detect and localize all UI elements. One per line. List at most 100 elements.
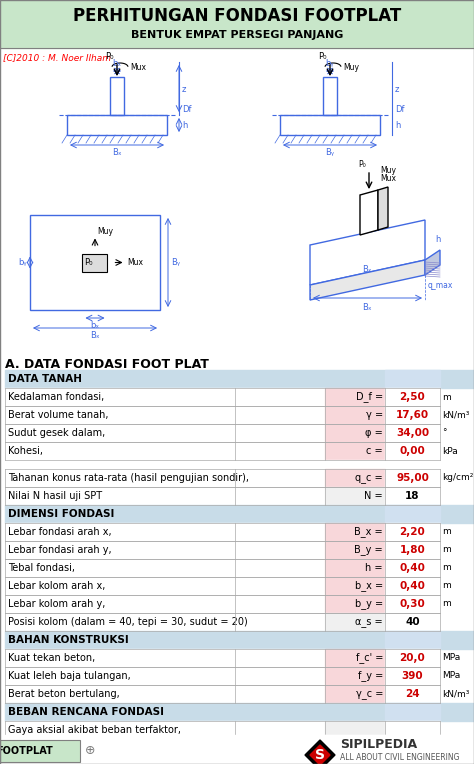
Bar xyxy=(325,523,385,541)
Text: B_y =: B_y = xyxy=(355,545,383,555)
Bar xyxy=(325,469,385,487)
Text: Berat beton bertulang,: Berat beton bertulang, xyxy=(8,689,120,699)
Text: Kuat leleh baja tulangan,: Kuat leleh baja tulangan, xyxy=(8,671,131,681)
Text: bₓ: bₓ xyxy=(112,59,121,68)
Bar xyxy=(280,115,380,135)
Bar xyxy=(5,505,474,523)
Text: Lebar kolom arah x,: Lebar kolom arah x, xyxy=(8,581,105,591)
Text: DATA TANAH: DATA TANAH xyxy=(8,374,82,384)
Text: α_s =: α_s = xyxy=(356,617,383,627)
Bar xyxy=(82,254,108,271)
Bar xyxy=(5,577,325,595)
Text: m: m xyxy=(442,393,451,402)
Bar xyxy=(385,649,440,667)
Text: b_y =: b_y = xyxy=(355,598,383,610)
Text: Bₓ: Bₓ xyxy=(90,331,100,340)
Text: Lebar fondasi arah x,: Lebar fondasi arah x, xyxy=(8,527,111,537)
Text: [C]2010 : M. Noer Ilham: [C]2010 : M. Noer Ilham xyxy=(3,53,111,63)
Text: Mux: Mux xyxy=(380,174,396,183)
Text: Bᵧ: Bᵧ xyxy=(171,258,180,267)
Bar xyxy=(0,735,237,764)
Text: bₓ: bₓ xyxy=(91,321,100,330)
Bar xyxy=(325,685,385,703)
Bar xyxy=(325,541,385,559)
Bar xyxy=(385,667,440,685)
Text: A. DATA FONDASI FOOT PLAT: A. DATA FONDASI FOOT PLAT xyxy=(5,358,209,371)
Text: °: ° xyxy=(442,429,447,438)
Bar xyxy=(325,406,385,424)
Bar xyxy=(385,577,440,595)
Bar xyxy=(385,523,440,541)
Bar xyxy=(237,735,474,764)
Bar xyxy=(325,667,385,685)
Text: γ =: γ = xyxy=(366,410,383,420)
Text: h: h xyxy=(395,121,401,130)
Text: h: h xyxy=(182,121,187,130)
Text: Bₓ: Bₓ xyxy=(362,303,372,312)
Bar xyxy=(5,370,474,388)
Bar xyxy=(385,595,440,613)
Polygon shape xyxy=(378,187,388,230)
Text: 95,00: 95,00 xyxy=(396,473,429,483)
Bar xyxy=(325,577,385,595)
Text: γ_c =: γ_c = xyxy=(356,689,383,699)
Text: Berat volume tanah,: Berat volume tanah, xyxy=(8,410,109,420)
Text: 390: 390 xyxy=(401,671,423,681)
Text: bᵧ: bᵧ xyxy=(18,258,27,267)
Text: Mux: Mux xyxy=(128,258,144,267)
Text: P₀: P₀ xyxy=(106,52,114,61)
Bar xyxy=(5,424,325,442)
Text: D_f =: D_f = xyxy=(356,391,383,403)
Polygon shape xyxy=(310,745,330,764)
Text: 40: 40 xyxy=(405,617,420,627)
Text: c =: c = xyxy=(366,446,383,456)
Polygon shape xyxy=(360,190,378,235)
Text: 2,50: 2,50 xyxy=(400,392,425,402)
Text: ⊕: ⊕ xyxy=(85,744,95,757)
Text: Muy: Muy xyxy=(97,226,113,235)
Bar xyxy=(385,505,440,523)
Text: kPa: kPa xyxy=(442,446,458,455)
Bar xyxy=(237,735,474,764)
Bar xyxy=(325,487,385,505)
Text: m: m xyxy=(442,581,451,591)
Bar xyxy=(325,721,385,739)
Text: z: z xyxy=(395,85,400,93)
Text: Kuat tekan beton,: Kuat tekan beton, xyxy=(8,653,95,663)
Text: SIPILPEDIA: SIPILPEDIA xyxy=(340,739,417,752)
Text: Muy: Muy xyxy=(343,63,359,72)
Bar xyxy=(67,115,167,135)
Text: P₀: P₀ xyxy=(319,52,327,61)
Text: q_c =: q_c = xyxy=(356,473,383,483)
Text: Bᵧ: Bᵧ xyxy=(326,148,335,157)
Bar xyxy=(5,685,325,703)
Text: 1,80: 1,80 xyxy=(400,545,425,555)
Text: 18: 18 xyxy=(405,491,420,501)
Text: h =: h = xyxy=(365,563,383,573)
Text: 24: 24 xyxy=(405,689,420,699)
Polygon shape xyxy=(425,250,440,275)
Text: DIMENSI FONDASI: DIMENSI FONDASI xyxy=(8,509,114,519)
Text: B_x =: B_x = xyxy=(355,526,383,537)
Bar xyxy=(5,721,325,739)
Bar xyxy=(385,721,440,739)
Bar xyxy=(5,388,325,406)
Text: S: S xyxy=(315,748,325,762)
Bar xyxy=(5,487,325,505)
Text: 0,00: 0,00 xyxy=(400,446,425,456)
Text: ALL ABOUT CIVIL ENGINEERING: ALL ABOUT CIVIL ENGINEERING xyxy=(340,753,459,762)
Bar xyxy=(385,487,440,505)
Bar xyxy=(385,631,440,649)
Bar xyxy=(0,0,474,48)
Text: FOOTPLAT: FOOTPLAT xyxy=(0,746,54,756)
Text: Tebal fondasi,: Tebal fondasi, xyxy=(8,563,75,573)
Text: MPa: MPa xyxy=(442,653,460,662)
Bar xyxy=(385,442,440,460)
Text: m: m xyxy=(442,600,451,608)
Polygon shape xyxy=(310,260,425,300)
Bar xyxy=(385,370,440,388)
Text: P₀: P₀ xyxy=(84,258,93,267)
Text: 0,30: 0,30 xyxy=(400,599,425,609)
Text: Sudut gesek dalam,: Sudut gesek dalam, xyxy=(8,428,105,438)
Bar xyxy=(385,541,440,559)
